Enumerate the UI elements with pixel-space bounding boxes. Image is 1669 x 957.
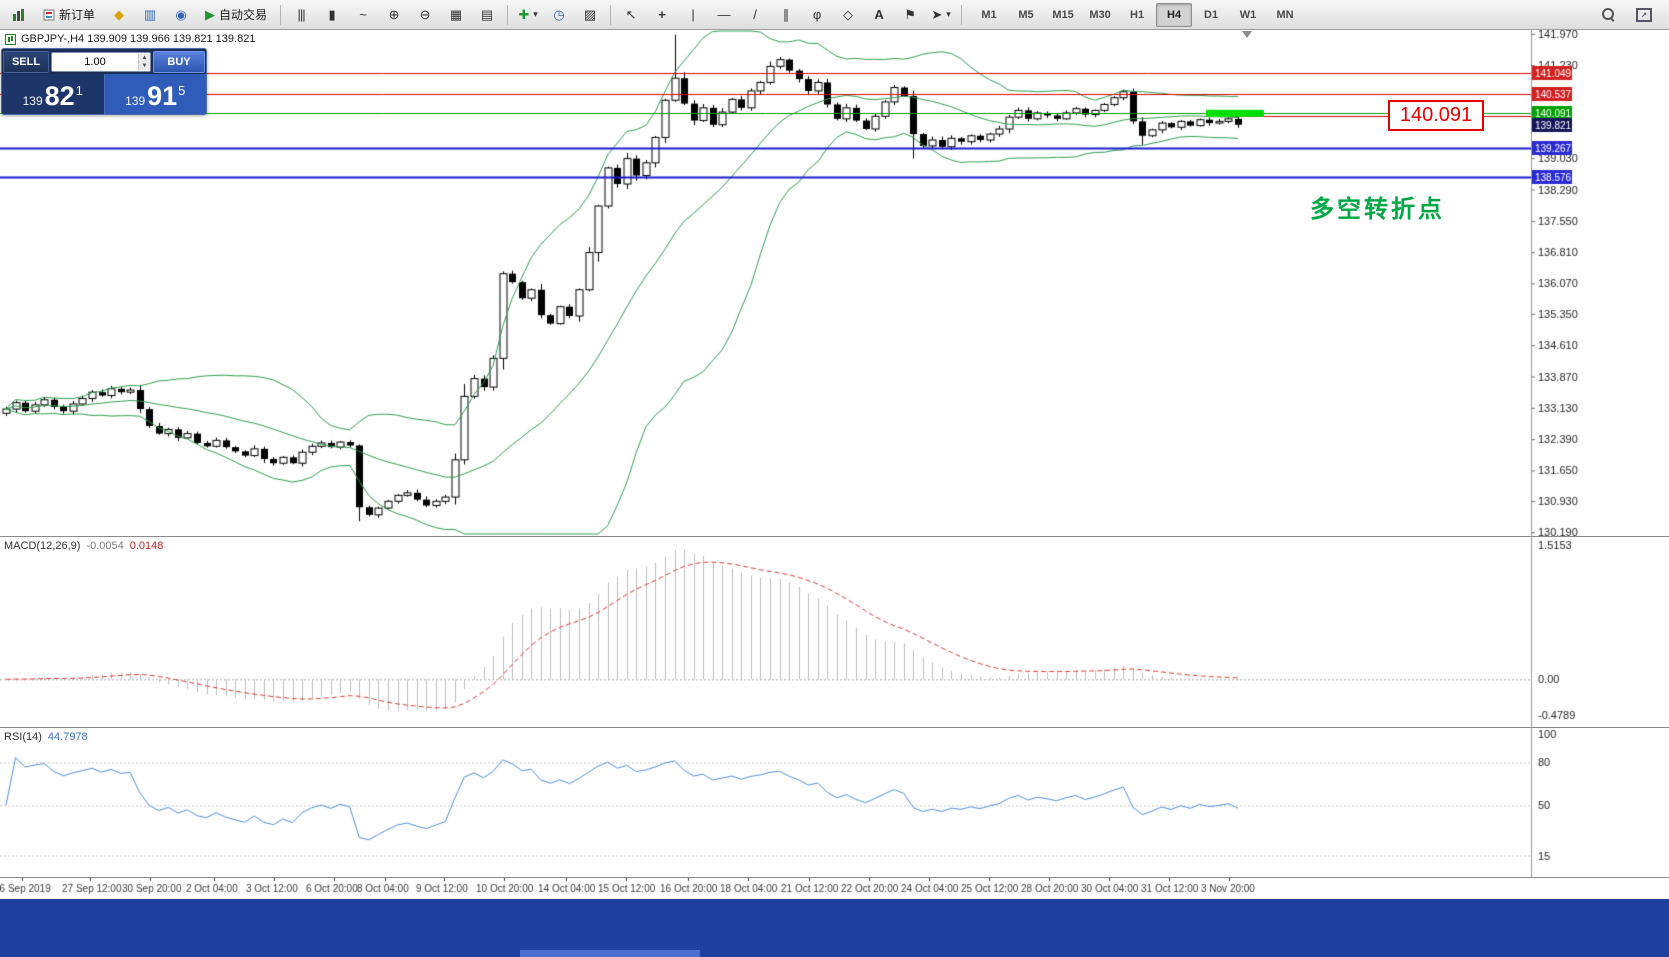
rsi-name: RSI(14): [4, 731, 42, 743]
timeframe-bar: M1 M5 M15 M30 H1 H4 D1 W1 MN: [971, 2, 1303, 27]
one-click-prices: 139 82 1 139 91 5: [2, 74, 206, 114]
template-icon[interactable]: ▨: [583, 7, 597, 22]
indicator-list-icon[interactable]: ◆: [114, 7, 125, 22]
chart-shift-marker-icon[interactable]: [1242, 31, 1252, 38]
autotrading-button[interactable]: ▶ 自动交易: [197, 3, 275, 27]
sell-price-sup: 1: [75, 83, 83, 98]
buy-price-sup: 5: [178, 83, 186, 98]
toolbar-separator: [280, 4, 282, 25]
app-logo-icon: [13, 8, 24, 21]
buy-price-big: 91: [147, 81, 178, 111]
new-order-button[interactable]: 新订单: [35, 3, 103, 27]
new-order-icon: [43, 9, 55, 20]
toolbar-separator: [610, 4, 612, 25]
toolbar-right-group: ↗: [1593, 2, 1665, 28]
sell-price-main: 139: [22, 94, 43, 108]
cursor-tool-icon[interactable]: ↖: [625, 7, 637, 22]
zoom-out-icon[interactable]: ⊖: [419, 7, 431, 22]
bar-chart-type-icon[interactable]: |||: [297, 7, 305, 22]
volume-input[interactable]: [52, 55, 138, 68]
sell-price-big: 82: [44, 81, 75, 111]
macd-indicator-label: MACD(12,26,9) -0.0054 0.0148: [4, 540, 163, 552]
taskbar-highlight: [520, 950, 700, 957]
tab-timeframe-M1[interactable]: M1: [981, 8, 997, 21]
shapes-tool-icon[interactable]: ◇: [843, 7, 854, 22]
panel-divider[interactable]: [0, 536, 1669, 537]
stepper-up-icon[interactable]: ▲: [139, 53, 150, 62]
label-tool-icon[interactable]: ⚑: [904, 7, 916, 22]
search-icon[interactable]: [1593, 2, 1623, 28]
toolbar-separator: [961, 4, 963, 25]
toolbar: 新订单 ◆ ▥ ◉ ▶ 自动交易 ||| ▮ ~ ⊕ ⊖ ▦ ▤ ✚ ▾ ◷ ▨…: [0, 0, 1669, 30]
buy-price[interactable]: 139 91 5: [104, 74, 206, 114]
chevron-down-icon: ▾: [533, 9, 538, 19]
chevron-down-icon: ▾: [946, 9, 951, 19]
toolbar-separator: [507, 4, 509, 25]
buy-price-main: 139: [125, 94, 146, 108]
tab-timeframe-M15[interactable]: M15: [1052, 8, 1074, 21]
tab-timeframe-W1[interactable]: W1: [1239, 8, 1257, 21]
channel-tool-icon[interactable]: ∥: [782, 7, 790, 22]
rsi-indicator-label: RSI(14) 44.7978: [4, 731, 88, 743]
rsi-value: 44.7978: [47, 731, 88, 743]
tab-timeframe-M30[interactable]: M30: [1089, 8, 1111, 21]
symbol-chart-icon: [5, 33, 16, 45]
charts-icon[interactable]: ▥: [143, 7, 157, 22]
info-icon[interactable]: ◉: [175, 7, 187, 22]
horizontal-line-tool-icon[interactable]: —: [717, 7, 731, 22]
grid-icon[interactable]: ▦: [449, 7, 463, 22]
app-icon: [4, 2, 34, 28]
symbol-quote-text: GBPJPY-,H4 139.909 139.966 139.821 139.8…: [21, 33, 256, 45]
price-annotation-box[interactable]: 140.091: [1388, 100, 1484, 131]
tab-timeframe-MN[interactable]: MN: [1276, 8, 1294, 21]
sell-price[interactable]: 139 82 1: [2, 74, 104, 114]
macd-panel-canvas[interactable]: [0, 537, 1669, 727]
crosshair-tool-icon[interactable]: +: [658, 7, 666, 22]
new-order-label: 新订单: [59, 8, 96, 22]
tab-timeframe-H4[interactable]: H4: [1156, 2, 1193, 27]
one-click-trading-panel: SELL ▲ ▼ BUY 139 82 1 139 91 5: [1, 48, 207, 115]
stepper-down-icon[interactable]: ▼: [139, 61, 150, 70]
taskbar: [0, 899, 1669, 957]
sell-button[interactable]: SELL: [3, 50, 49, 73]
macd-value: -0.0054: [86, 540, 124, 552]
arrow-tools-icon[interactable]: ➤ ▾: [931, 7, 951, 22]
one-click-header: SELL ▲ ▼ BUY: [2, 49, 206, 74]
line-chart-type-icon[interactable]: ~: [359, 7, 367, 22]
price-divider: [103, 74, 105, 114]
symbol-info: GBPJPY-,H4 139.909 139.966 139.821 139.8…: [5, 33, 255, 45]
plus-icon: ✚: [518, 7, 530, 22]
tab-timeframe-M5[interactable]: M5: [1018, 8, 1034, 21]
candlestick-chart-type-icon[interactable]: ▮: [328, 7, 336, 22]
chart-export-icon[interactable]: ↗: [1629, 2, 1659, 28]
panel-divider[interactable]: [0, 727, 1669, 728]
rsi-panel-canvas[interactable]: [0, 728, 1669, 877]
period-clock-icon[interactable]: ◷: [553, 7, 565, 22]
macd-name: MACD(12,26,9): [4, 540, 81, 552]
tile-windows-icon[interactable]: ▤: [480, 7, 494, 22]
text-tool-icon[interactable]: A: [874, 7, 884, 22]
autotrading-label: 自动交易: [219, 8, 268, 22]
volume-field: ▲ ▼: [51, 51, 151, 72]
volume-stepper[interactable]: ▲ ▼: [138, 53, 150, 70]
zoom-in-icon[interactable]: ⊕: [388, 7, 400, 22]
tab-timeframe-H1[interactable]: H1: [1130, 8, 1145, 21]
turning-point-note: 多空转折点: [1310, 196, 1445, 223]
date-axis-canvas[interactable]: [0, 878, 1669, 899]
tab-timeframe-D1[interactable]: D1: [1204, 8, 1219, 21]
vertical-line-tool-icon[interactable]: |: [691, 7, 695, 22]
trendline-tool-icon[interactable]: /: [753, 7, 757, 22]
buy-button[interactable]: BUY: [153, 50, 205, 73]
autotrading-play-icon: ▶: [205, 7, 216, 22]
new-chart-button[interactable]: ✚ ▾: [513, 2, 543, 28]
macd-signal-value: 0.0148: [129, 540, 164, 552]
fibonacci-tool-icon[interactable]: φ: [812, 7, 822, 22]
panel-divider: [0, 877, 1669, 878]
